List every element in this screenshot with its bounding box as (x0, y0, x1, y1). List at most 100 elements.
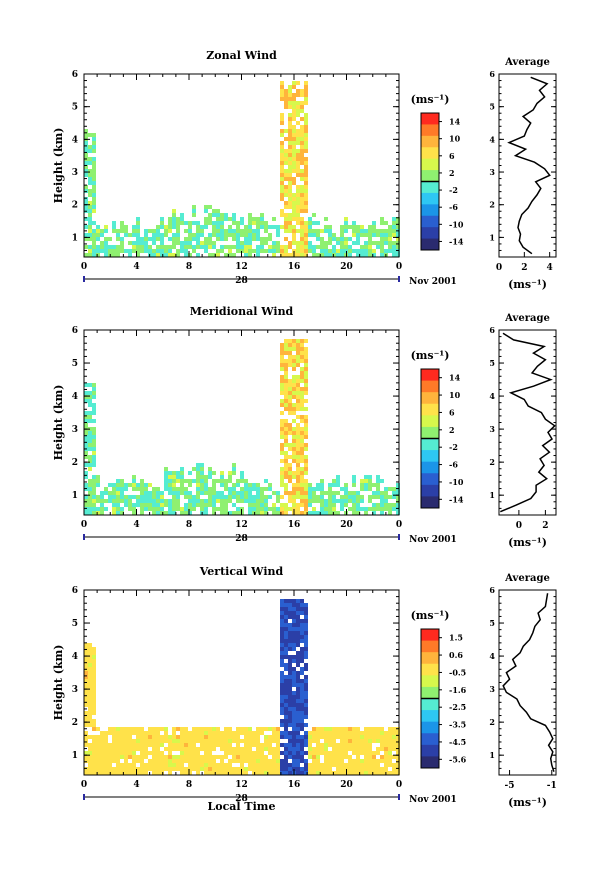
heatmap-cell (304, 97, 308, 101)
heatmap-cell (232, 731, 236, 735)
heatmap-cell (280, 687, 284, 691)
heatmap-cell (140, 507, 144, 511)
heatmap-cell (156, 743, 160, 747)
heatmap-cell (232, 755, 236, 759)
heatmap-cell (204, 499, 208, 503)
heatmap-cell (372, 253, 376, 257)
heatmap-cell (204, 731, 208, 735)
heatmap-cell (392, 233, 396, 237)
heatmap-cell (332, 491, 336, 495)
heatmap-cell (192, 245, 196, 249)
heatmap-cell (184, 229, 188, 233)
heatmap-cell (308, 739, 312, 743)
heatmap-cell (304, 679, 308, 683)
heatmap-cell (356, 241, 360, 245)
heatmap-cell (96, 767, 100, 771)
heatmap-cell (288, 395, 292, 399)
heatmap-cell (188, 771, 192, 775)
average-x-tick-label: 0 (496, 263, 502, 273)
heatmap-cell (284, 695, 288, 699)
heatmap-cell (364, 731, 368, 735)
heatmap-cell (140, 237, 144, 241)
heatmap-cell (284, 619, 288, 623)
heatmap-cell (376, 503, 380, 507)
heatmap-cell (284, 647, 288, 651)
heatmap-cell (384, 759, 388, 763)
heatmap-cell (84, 699, 88, 703)
heatmap-cell (352, 491, 356, 495)
heatmap-cell (256, 503, 260, 507)
heatmap-cell (168, 511, 172, 515)
heatmap-cell (208, 771, 212, 775)
heatmap-cell (160, 225, 164, 229)
heatmap-cell (292, 659, 296, 663)
heatmap-cell (280, 141, 284, 145)
heatmap-cell (304, 399, 308, 403)
heatmap-cell (280, 113, 284, 117)
colorbar-tick-label: -5.6 (449, 754, 467, 764)
heatmap-cell (180, 759, 184, 763)
heatmap-cell (88, 679, 92, 683)
heatmap-cell (228, 217, 232, 221)
heatmap-cell (288, 355, 292, 359)
x-tick-label: 4 (133, 520, 139, 530)
heatmap-cell (364, 507, 368, 511)
heatmap-cell (244, 233, 248, 237)
heatmap-cell (284, 735, 288, 739)
heatmap-cell (388, 743, 392, 747)
heatmap-cell (344, 755, 348, 759)
heatmap-cell (88, 715, 92, 719)
heatmap-cell (124, 727, 128, 731)
heatmap-cell (316, 233, 320, 237)
heatmap-cell (304, 703, 308, 707)
heatmap-cell (92, 695, 96, 699)
heatmap-cell (336, 511, 340, 515)
heatmap-cell (344, 487, 348, 491)
heatmap-cell (364, 759, 368, 763)
heatmap-cell (220, 491, 224, 495)
heatmap-cell (336, 249, 340, 253)
heatmap-cell (268, 771, 272, 775)
heatmap-cell (264, 755, 268, 759)
heatmap-cell (324, 731, 328, 735)
heatmap-cell (248, 245, 252, 249)
heatmap-cell (284, 675, 288, 679)
heatmap-cell (120, 491, 124, 495)
heatmap-cell (288, 427, 292, 431)
heatmap-cell (148, 503, 152, 507)
heatmap-cell (224, 751, 228, 755)
colorbar-swatch (421, 181, 439, 194)
heatmap-cell (224, 479, 228, 483)
heatmap-cell (300, 443, 304, 447)
heatmap-cell (144, 233, 148, 237)
heatmap-cell (180, 249, 184, 253)
colorbar-swatch (421, 438, 439, 451)
heatmap-cell (100, 233, 104, 237)
heatmap-cell (304, 379, 308, 383)
heatmap-cell (184, 751, 188, 755)
heatmap-cell (240, 751, 244, 755)
heatmap-cell (88, 225, 92, 229)
heatmap-cell (316, 735, 320, 739)
heatmap-cell (304, 455, 308, 459)
heatmap-cell (360, 483, 364, 487)
x-tick-label: 0 (396, 262, 402, 272)
heatmap-cell (200, 467, 204, 471)
heatmap-cell (292, 747, 296, 751)
heatmap-cell (92, 443, 96, 447)
heatmap-cell (208, 253, 212, 257)
heatmap-cell (292, 731, 296, 735)
month-label: Nov 2001 (409, 535, 457, 545)
heatmap-cell (92, 459, 96, 463)
heatmap-cell (384, 237, 388, 241)
heatmap-cell (188, 221, 192, 225)
heatmap-cell (380, 755, 384, 759)
heatmap-cell (300, 719, 304, 723)
heatmap-cell (280, 763, 284, 767)
heatmap-cell (112, 755, 116, 759)
heatmap-cell (176, 499, 180, 503)
heatmap-cell (220, 471, 224, 475)
heatmap-cell (208, 237, 212, 241)
heatmap-cell (176, 755, 180, 759)
heatmap-cell (300, 133, 304, 137)
